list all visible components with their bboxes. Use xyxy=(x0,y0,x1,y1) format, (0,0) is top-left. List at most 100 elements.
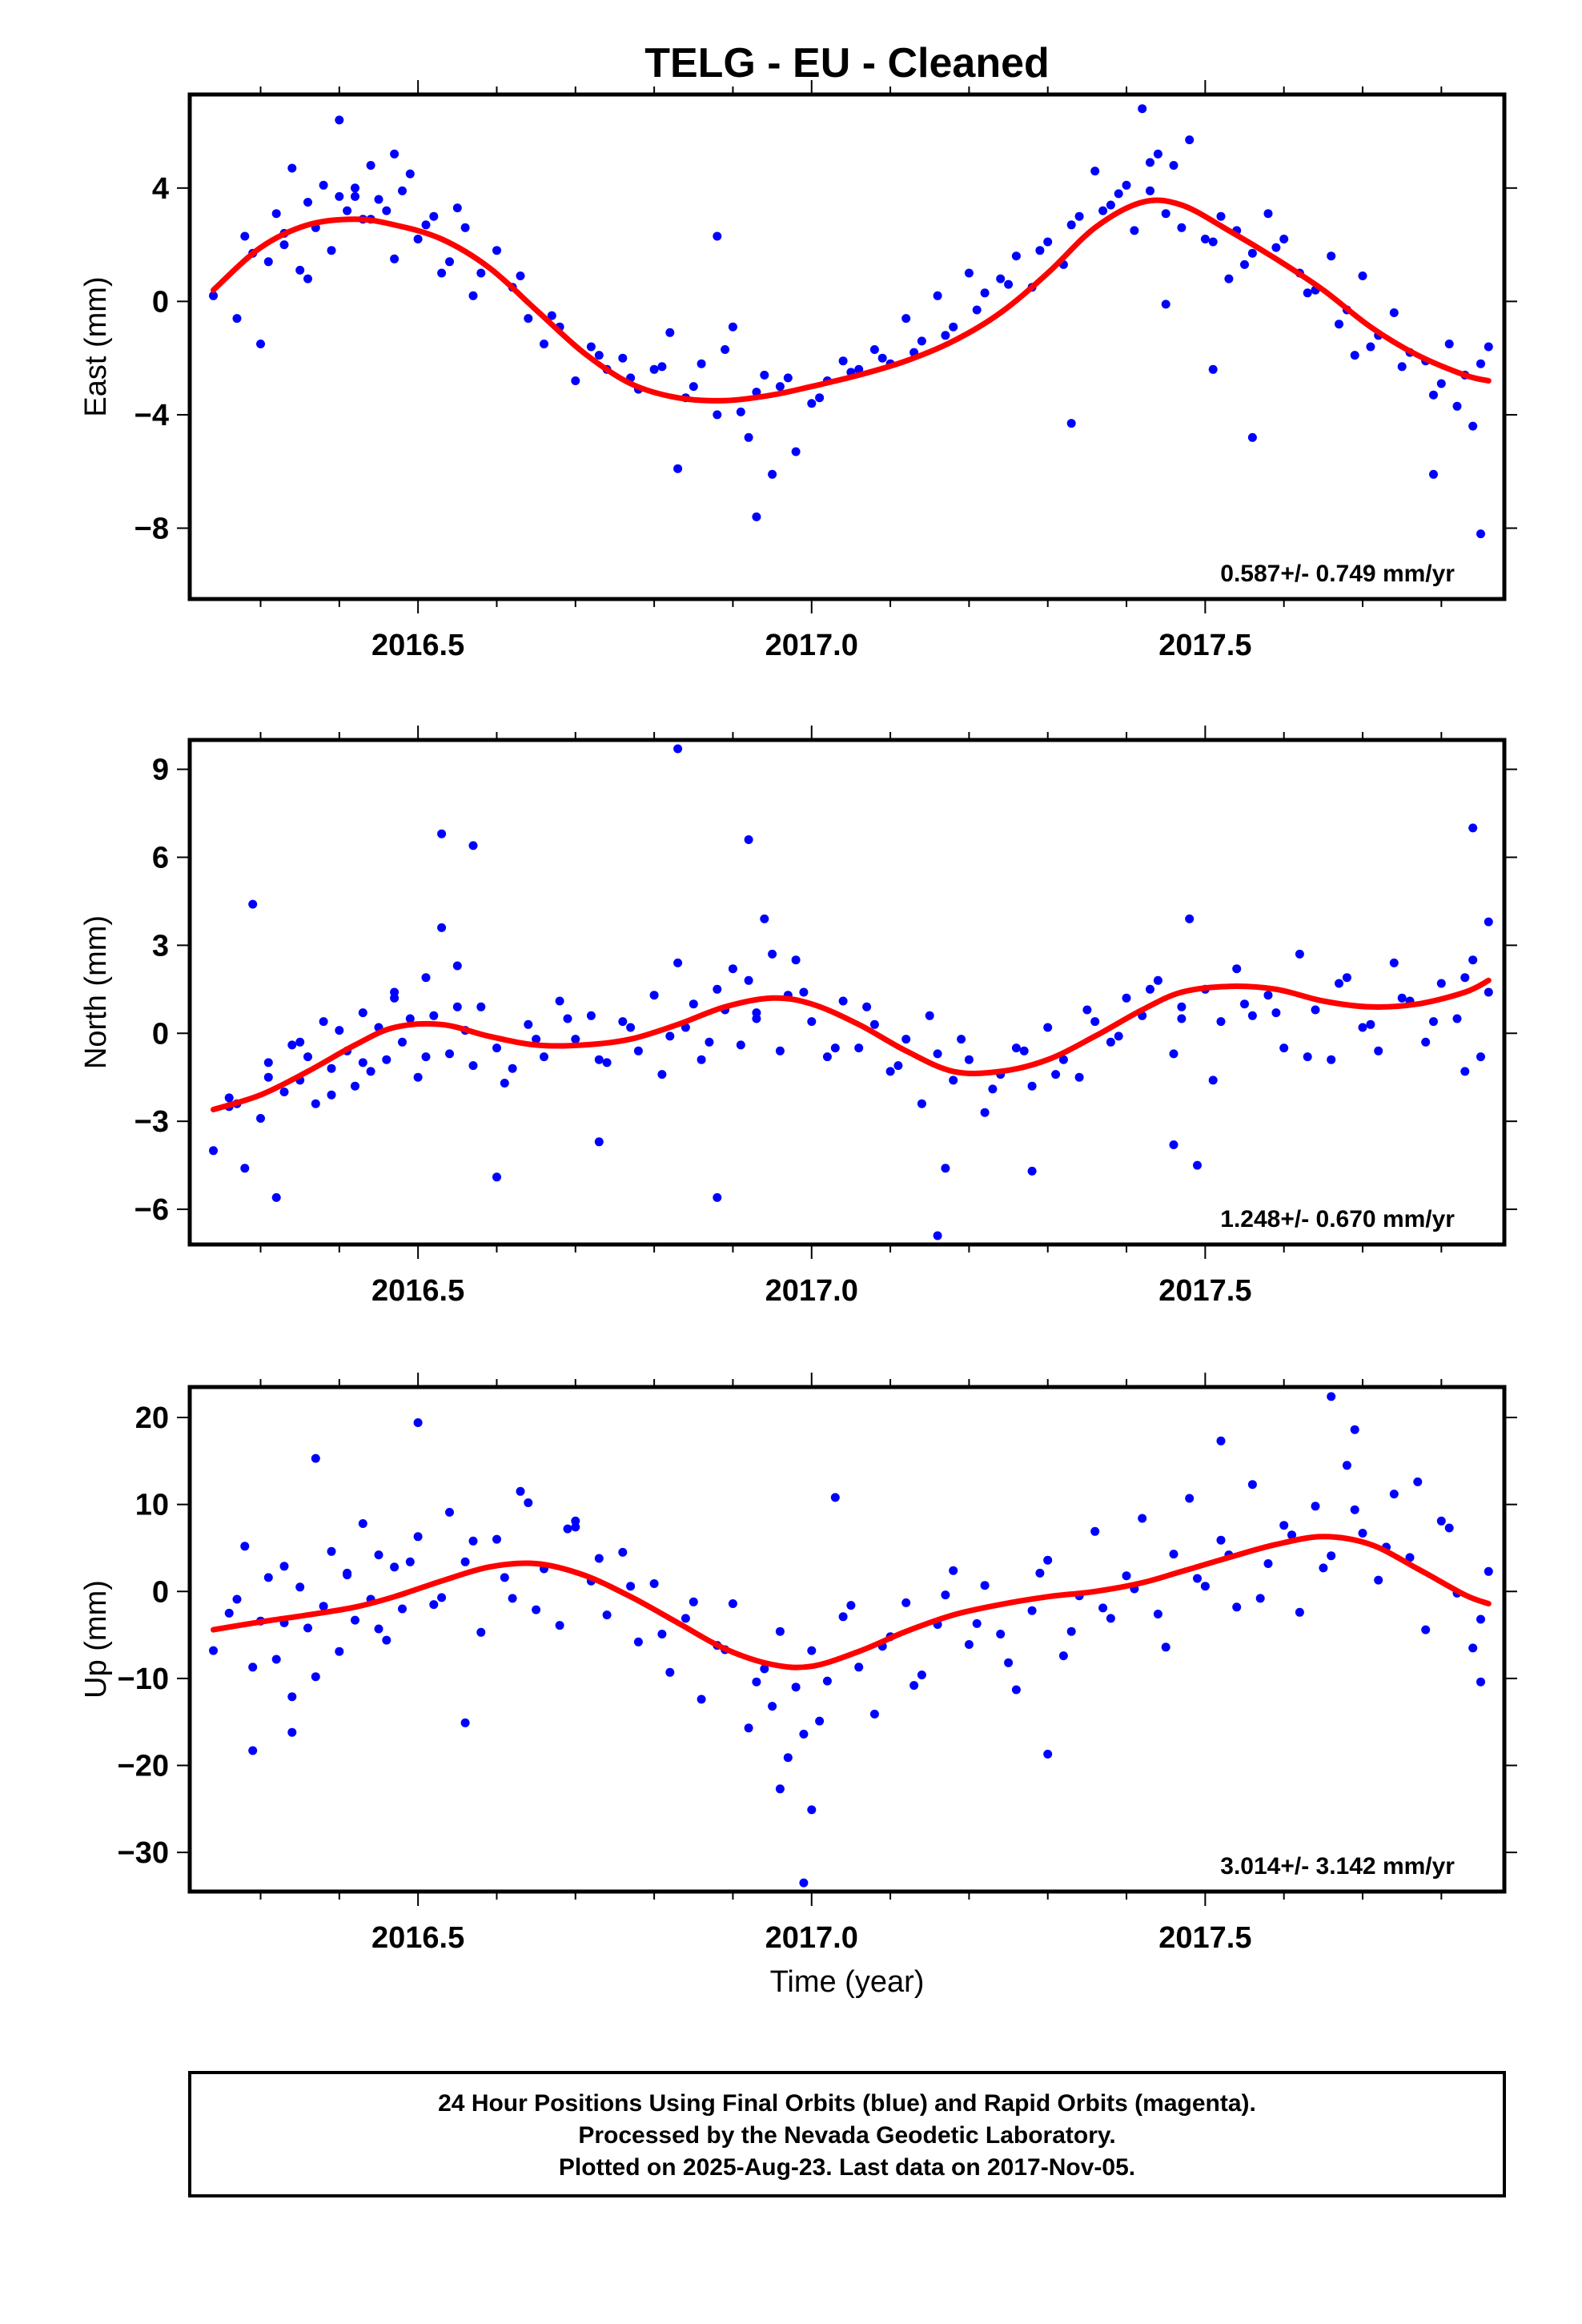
east-data-point xyxy=(351,191,359,201)
north-data-point xyxy=(941,1164,950,1173)
east-data-point xyxy=(775,382,785,392)
up-data-point xyxy=(1444,1523,1454,1533)
north-data-point xyxy=(508,1063,517,1073)
east-data-point xyxy=(1122,180,1131,190)
east-data-point xyxy=(1011,251,1021,261)
north-data-point xyxy=(468,841,478,850)
up-data-point xyxy=(311,1672,320,1682)
east-y-tick-label: −4 xyxy=(135,399,169,432)
up-data-point xyxy=(1342,1461,1351,1470)
up-data-point xyxy=(681,1614,690,1623)
up-data-point xyxy=(516,1486,525,1496)
up-data-point xyxy=(295,1582,305,1592)
north-data-point xyxy=(1208,1076,1218,1085)
up-data-point xyxy=(1216,1535,1226,1545)
east-data-point xyxy=(586,342,596,352)
north-data-point xyxy=(1468,955,1478,965)
north-data-point xyxy=(1374,1046,1383,1055)
east-data-point xyxy=(744,432,753,442)
east-data-point xyxy=(1066,419,1076,428)
up-data-point xyxy=(1476,1614,1485,1624)
east-data-point xyxy=(492,246,501,255)
east-data-point xyxy=(295,265,305,275)
north-data-point xyxy=(744,835,753,844)
north-data-point xyxy=(988,1084,998,1094)
east-data-point xyxy=(256,340,265,348)
north-data-point xyxy=(1169,1140,1178,1149)
up-data-point xyxy=(248,1746,258,1755)
east-data-point xyxy=(649,364,659,374)
up-data-point xyxy=(602,1610,612,1620)
up-data-point xyxy=(1327,1551,1336,1561)
north-y-tick-label: −6 xyxy=(135,1193,169,1227)
up-data-point xyxy=(775,1626,785,1636)
up-data-point xyxy=(287,1727,297,1737)
up-data-point xyxy=(303,1623,312,1633)
east-data-point xyxy=(319,180,328,190)
east-data-point xyxy=(1153,149,1162,159)
north-x-tick-label: 2017.5 xyxy=(1158,1274,1251,1308)
up-data-point xyxy=(697,1695,706,1704)
up-data-point xyxy=(964,1640,974,1649)
north-data-point xyxy=(524,1019,533,1029)
up-data-point xyxy=(351,1615,359,1625)
up-data-point xyxy=(846,1601,856,1610)
north-data-point xyxy=(492,1043,501,1053)
east-data-point xyxy=(398,186,407,195)
north-data-point xyxy=(1452,1014,1462,1023)
north-data-point xyxy=(665,1031,675,1041)
east-data-point xyxy=(1389,308,1399,317)
east-data-point xyxy=(657,362,667,372)
north-data-point xyxy=(885,1067,895,1076)
up-data-point xyxy=(500,1573,509,1582)
east-data-point xyxy=(877,353,887,363)
east-data-point xyxy=(445,257,454,267)
up-data-point xyxy=(775,1784,785,1794)
north-data-point xyxy=(933,1049,942,1059)
north-data-point xyxy=(390,993,400,1003)
north-data-point xyxy=(1389,958,1399,967)
east-data-point xyxy=(547,311,556,320)
north-data-point xyxy=(697,1055,706,1064)
east-data-point xyxy=(1114,189,1123,199)
north-data-point xyxy=(1476,1052,1485,1062)
north-data-point xyxy=(933,1231,942,1240)
east-data-point xyxy=(1185,135,1195,145)
east-data-point xyxy=(1247,248,1257,258)
up-data-point xyxy=(240,1542,250,1551)
east-data-point xyxy=(1066,220,1076,230)
east-data-point xyxy=(1240,259,1249,269)
east-data-point xyxy=(1247,432,1257,442)
up-data-point xyxy=(869,1709,879,1719)
east-y-tick-label: 0 xyxy=(152,285,169,319)
north-data-point xyxy=(713,984,722,994)
north-data-point xyxy=(689,999,698,1009)
north-data-point xyxy=(492,1172,501,1182)
north-data-point xyxy=(358,1058,367,1068)
east-data-point xyxy=(665,328,675,337)
up-y-tick-label: 10 xyxy=(135,1489,169,1522)
up-data-point xyxy=(382,1635,391,1645)
east-data-point xyxy=(1327,251,1336,261)
east-data-point xyxy=(807,399,817,408)
up-data-point xyxy=(248,1663,258,1672)
north-data-point xyxy=(594,1055,604,1064)
up-y-axis-label: Up (mm) xyxy=(79,1580,113,1699)
up-data-point xyxy=(287,1692,297,1702)
east-data-point xyxy=(382,206,391,215)
north-data-point xyxy=(405,1014,415,1023)
east-data-point xyxy=(232,314,242,324)
up-data-point xyxy=(807,1805,817,1815)
up-data-point xyxy=(1405,1553,1415,1562)
east-data-point xyxy=(1200,235,1210,243)
up-data-point xyxy=(657,1630,667,1638)
up-data-point xyxy=(279,1562,289,1571)
north-data-point xyxy=(917,1099,926,1108)
north-data-point xyxy=(256,1114,265,1123)
north-data-point xyxy=(555,996,564,1006)
east-data-point xyxy=(1436,379,1446,388)
east-data-point xyxy=(1429,390,1438,400)
east-x-tick-label: 2017.5 xyxy=(1158,629,1251,662)
east-data-point xyxy=(1366,342,1375,352)
north-data-point xyxy=(421,973,431,983)
